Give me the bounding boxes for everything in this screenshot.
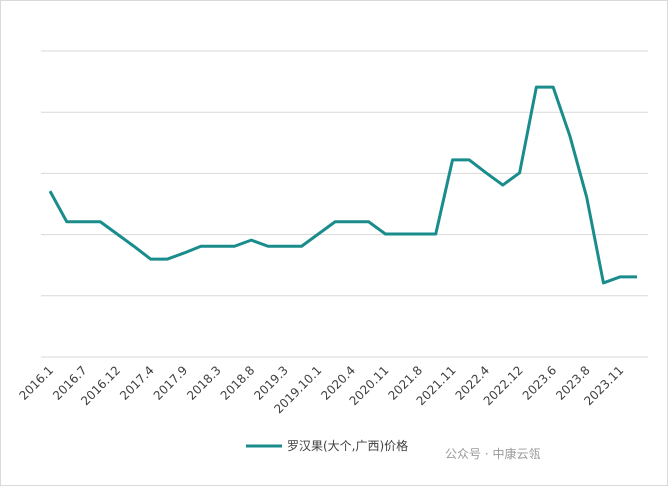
watermark: 公众号 · 中康云瓴 xyxy=(445,446,540,461)
data-line xyxy=(48,85,637,285)
legend-label: 罗汉果(大个,广西)价格 xyxy=(287,438,408,453)
